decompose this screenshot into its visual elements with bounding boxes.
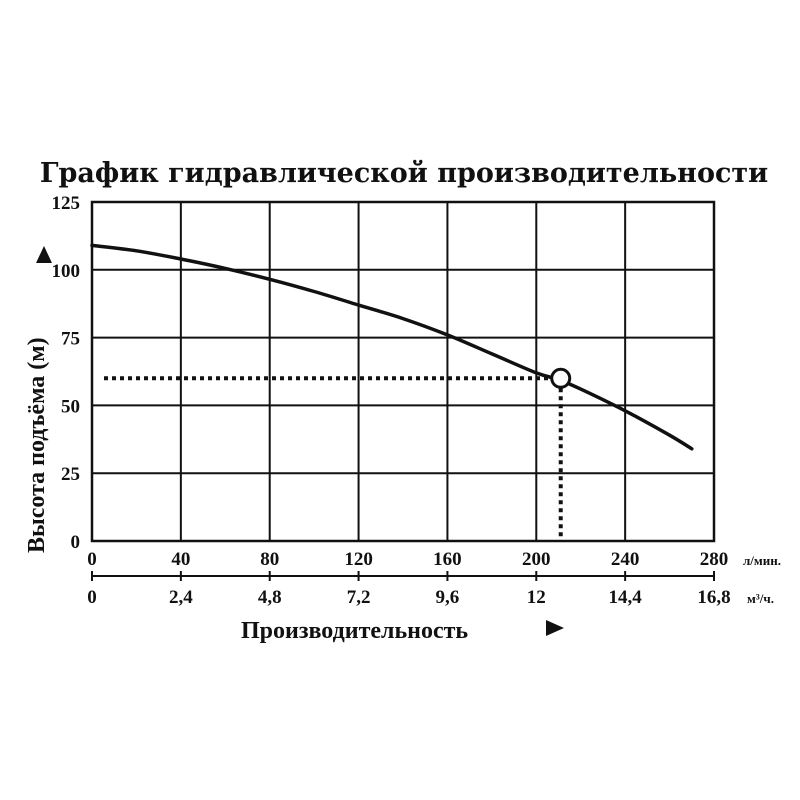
x-tick-label-primary: 200 (522, 549, 551, 570)
tick-labels: 0 25 50 75 100 125 0 40 80 120 160 200 240 280 л/мин. 0… (52, 193, 782, 608)
x-unit-secondary: м³/ч. (747, 591, 774, 606)
x-tick-label-secondary: 7,2 (347, 587, 371, 608)
x-tick-label-secondary: 14,4 (609, 587, 643, 608)
x-tick-label-secondary: 9,6 (436, 587, 460, 608)
chart-title: График гидравлической производительности (40, 158, 768, 189)
x-axis-arrow-icon (546, 620, 564, 636)
y-tick-label: 100 (52, 261, 81, 282)
x-tick-label-primary: 0 (87, 549, 97, 570)
operating-point-marker (550, 367, 572, 389)
series-layer (90, 243, 694, 451)
x-tick-label-primary: 240 (611, 549, 640, 570)
x-tick-label-secondary: 4,8 (258, 587, 282, 608)
y-axis-label: Высота подъёма (м) (24, 246, 52, 553)
guide-lines (104, 376, 563, 541)
x-axis-label: Производительность (241, 618, 564, 644)
y-axis-arrow-icon (36, 246, 52, 263)
x-tick-label-secondary: 2,4 (169, 587, 193, 608)
plot-grid (90, 200, 716, 543)
secondary-scale (91, 571, 715, 581)
x-axis-title: Производительность (241, 618, 468, 644)
x-unit-primary: л/мин. (743, 553, 781, 568)
x-tick-label-primary: 280 (700, 549, 729, 570)
x-tick-label-primary: 80 (260, 549, 279, 570)
y-tick-label: 75 (61, 329, 80, 350)
y-tick-label: 125 (52, 193, 81, 214)
y-tick-label: 25 (61, 464, 80, 485)
y-axis-title: Высота подъёма (м) (24, 337, 50, 553)
plot-frame (90, 200, 716, 543)
x-tick-label-secondary: 12 (527, 587, 546, 608)
y-tick-label: 50 (61, 396, 80, 417)
performance-curve (90, 243, 694, 451)
x-tick-label-primary: 40 (171, 549, 190, 570)
x-tick-label-secondary: 16,8 (697, 587, 730, 608)
x-tick-label-primary: 160 (433, 549, 462, 570)
x-tick-label-primary: 120 (344, 549, 373, 570)
y-tick-label: 0 (71, 532, 81, 553)
x-tick-label-secondary: 0 (87, 587, 97, 608)
